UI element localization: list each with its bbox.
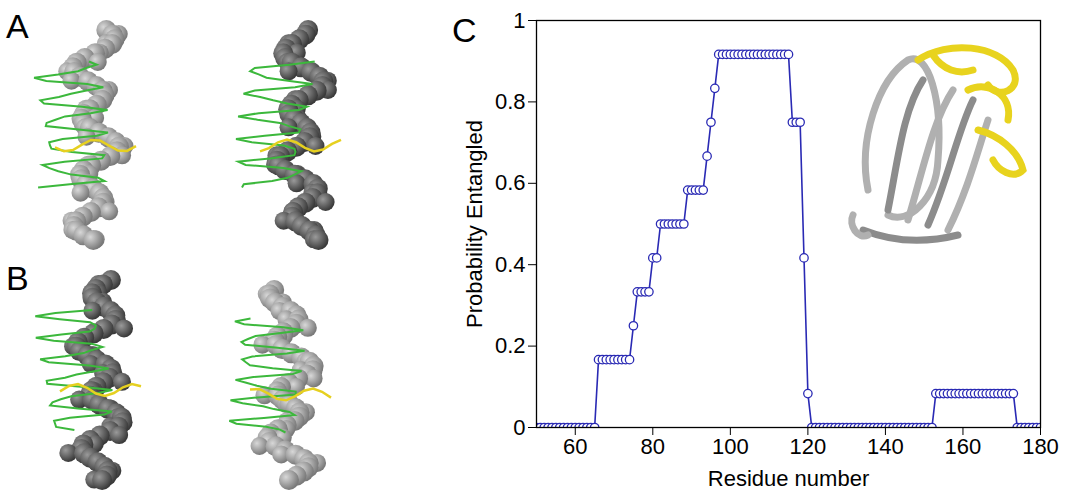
svg-text:B: B [6, 259, 29, 297]
svg-text:60: 60 [563, 434, 587, 459]
svg-text:0.4: 0.4 [495, 252, 526, 277]
svg-text:180: 180 [1022, 434, 1059, 459]
svg-text:Probability Entangled: Probability Entangled [462, 120, 487, 328]
svg-text:0.8: 0.8 [495, 89, 526, 114]
svg-text:0.6: 0.6 [495, 170, 526, 195]
svg-text:160: 160 [945, 434, 982, 459]
svg-text:A: A [6, 7, 29, 45]
svg-text:140: 140 [867, 434, 904, 459]
svg-text:120: 120 [790, 434, 827, 459]
svg-text:100: 100 [712, 434, 749, 459]
svg-text:1: 1 [513, 8, 525, 33]
svg-text:0: 0 [513, 415, 525, 440]
svg-text:C: C [452, 11, 477, 49]
svg-text:80: 80 [641, 434, 665, 459]
svg-text:0.2: 0.2 [495, 333, 526, 358]
svg-text:Residue number: Residue number [708, 466, 869, 491]
